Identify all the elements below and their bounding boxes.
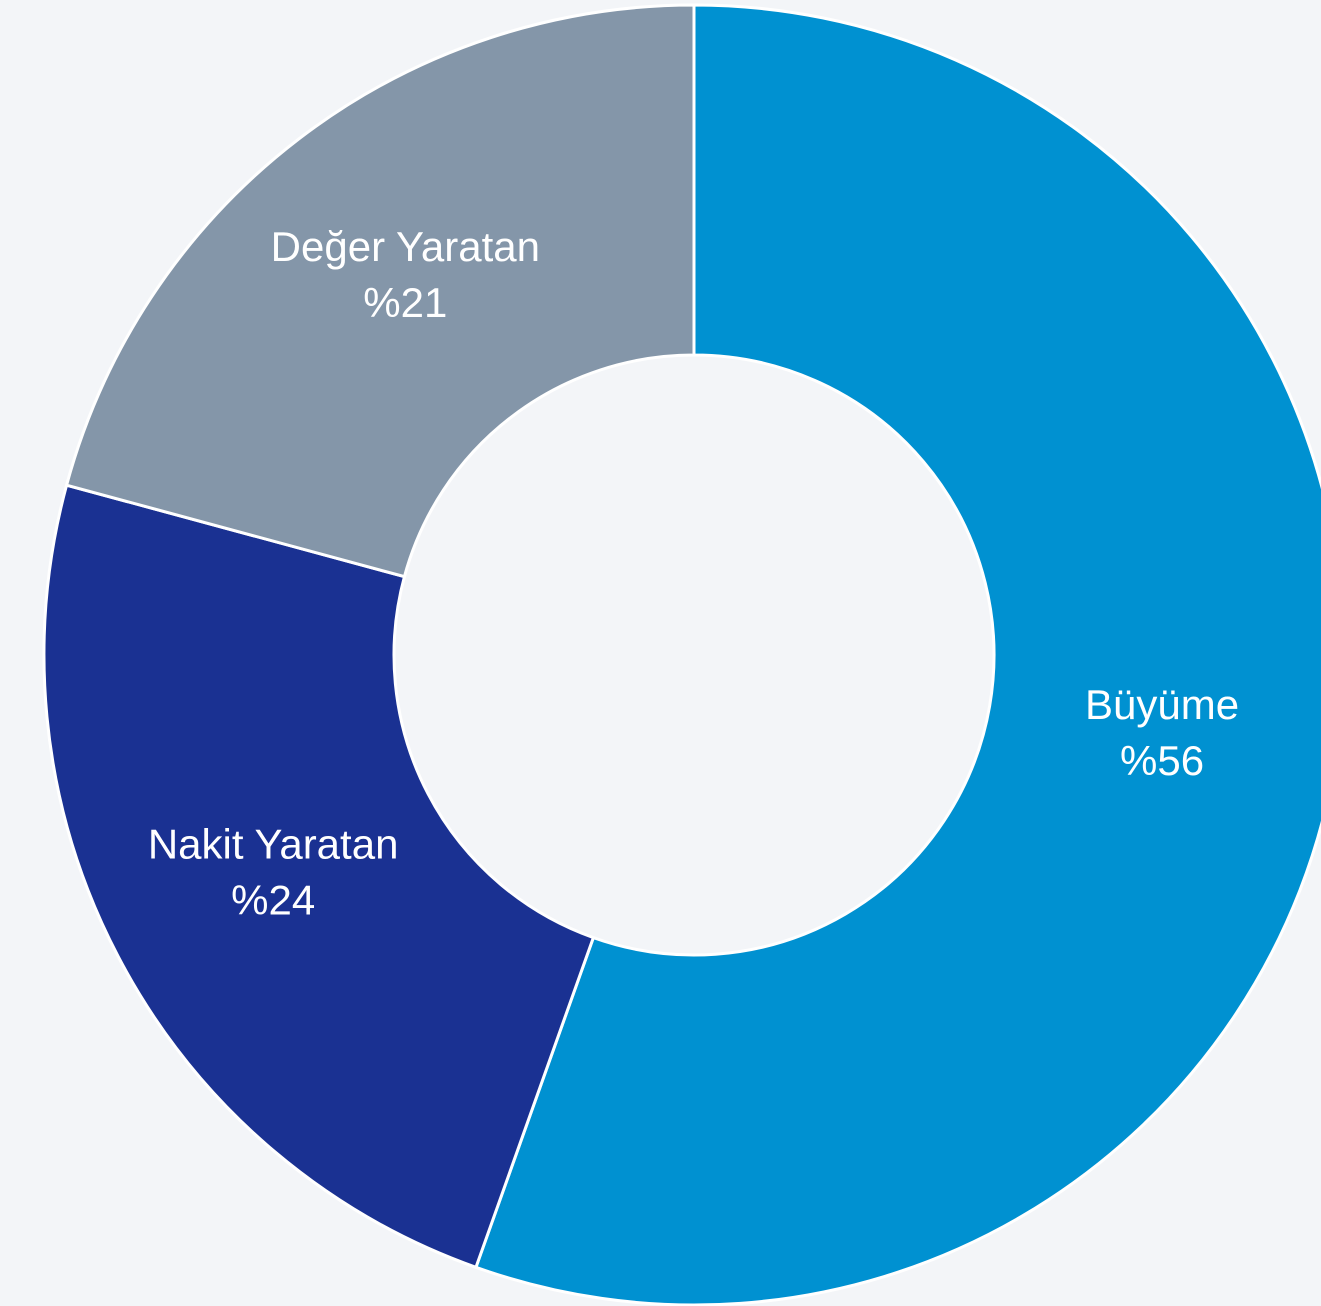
slice-value-label: %24 xyxy=(231,876,315,923)
donut-slice xyxy=(64,3,696,579)
slice-label: Büyüme xyxy=(1085,681,1239,728)
donut-slice xyxy=(42,483,596,1270)
slice-label: Nakit Yaratan xyxy=(148,820,399,867)
donut-slice xyxy=(473,3,1321,1306)
slice-value-label: %21 xyxy=(363,279,447,326)
slice-value-label: %56 xyxy=(1120,737,1204,784)
slice-label: Değer Yaratan xyxy=(271,223,540,270)
